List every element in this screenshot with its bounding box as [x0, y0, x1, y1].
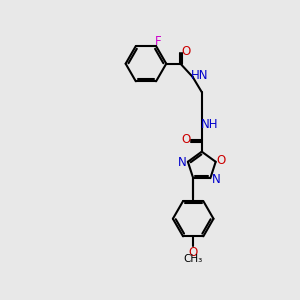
Text: O: O [188, 246, 197, 259]
Text: O: O [181, 45, 190, 58]
Text: O: O [181, 133, 190, 146]
Text: CH₃: CH₃ [184, 254, 203, 264]
Text: F: F [155, 35, 161, 48]
Text: NH: NH [201, 118, 218, 131]
Text: O: O [217, 154, 226, 167]
Text: N: N [178, 156, 187, 169]
Text: N: N [212, 172, 220, 186]
Text: HN: HN [191, 69, 208, 82]
